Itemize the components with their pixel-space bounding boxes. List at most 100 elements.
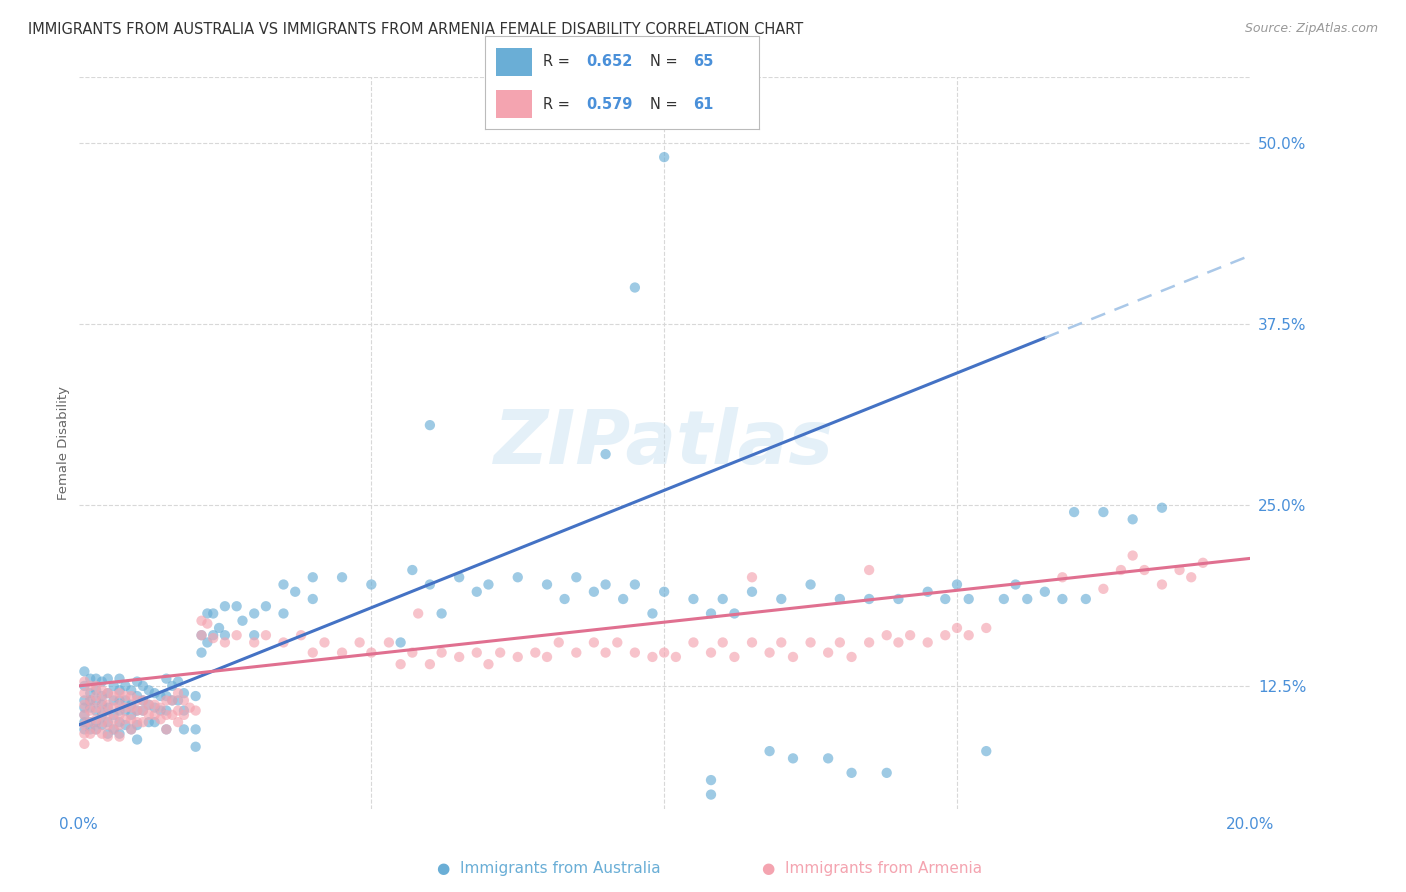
Point [682, 592, 704, 607]
Point [641, 607, 664, 621]
Point [173, 686, 195, 700]
Point [125, 718, 148, 732]
Point [160, 707, 183, 722]
Point [97, 698, 120, 712]
Point [103, 723, 125, 737]
Point [957, 628, 980, 642]
Point [202, 631, 225, 645]
Point [108, 730, 131, 744]
Point [84, 689, 107, 703]
Point [173, 704, 195, 718]
Point [155, 693, 177, 707]
Point [114, 700, 136, 714]
Point [214, 628, 236, 642]
Point [565, 570, 588, 584]
Point [97, 700, 120, 714]
Point [73, 718, 96, 732]
Point [84, 712, 107, 726]
Point [73, 737, 96, 751]
Point [652, 646, 675, 660]
Point [108, 683, 131, 698]
Point [79, 679, 101, 693]
Point [711, 592, 734, 607]
Point [73, 693, 96, 707]
Point [184, 689, 207, 703]
Text: R =: R = [543, 54, 574, 70]
Point [149, 704, 172, 718]
Point [758, 646, 780, 660]
Text: 0.652: 0.652 [586, 54, 633, 70]
Point [97, 718, 120, 732]
Point [225, 628, 247, 642]
Point [184, 723, 207, 737]
Point [430, 607, 453, 621]
Point [160, 693, 183, 707]
Point [595, 577, 617, 591]
Point [114, 689, 136, 703]
Point [243, 607, 266, 621]
Point [132, 704, 155, 718]
FancyBboxPatch shape [496, 48, 531, 76]
Point [595, 646, 617, 660]
Point [143, 698, 166, 712]
Point [1192, 556, 1215, 570]
Point [547, 635, 569, 649]
Point [108, 707, 131, 722]
Point [301, 646, 323, 660]
Point [73, 698, 96, 712]
Text: ●  Immigrants from Armenia: ● Immigrants from Armenia [762, 861, 981, 876]
Point [73, 723, 96, 737]
Text: 0.579: 0.579 [586, 96, 633, 112]
Point [254, 599, 277, 614]
Point [97, 715, 120, 730]
Point [155, 704, 177, 718]
Text: 61: 61 [693, 96, 714, 112]
Point [957, 592, 980, 607]
Point [301, 570, 323, 584]
Point [582, 584, 605, 599]
Point [173, 693, 195, 707]
Text: Source: ZipAtlas.com: Source: ZipAtlas.com [1244, 22, 1378, 36]
Point [682, 635, 704, 649]
Point [652, 150, 675, 164]
Point [254, 628, 277, 642]
Point [125, 689, 148, 703]
Point [103, 679, 125, 693]
Point [91, 683, 114, 698]
Text: R =: R = [543, 96, 574, 112]
Point [887, 635, 910, 649]
Point [1109, 563, 1132, 577]
Point [524, 646, 547, 660]
Point [120, 723, 142, 737]
Point [624, 577, 647, 591]
Point [167, 693, 190, 707]
Point [97, 672, 120, 686]
Point [828, 592, 851, 607]
Point [723, 607, 745, 621]
FancyBboxPatch shape [496, 90, 531, 118]
Point [114, 704, 136, 718]
Point [1074, 592, 1097, 607]
Point [125, 715, 148, 730]
Point [817, 646, 839, 660]
Point [120, 707, 142, 722]
Point [108, 704, 131, 718]
Point [314, 635, 336, 649]
Point [243, 628, 266, 642]
Point [606, 635, 628, 649]
Point [273, 577, 295, 591]
Point [917, 635, 939, 649]
Point [641, 649, 664, 664]
Point [132, 704, 155, 718]
Point [782, 751, 804, 765]
Text: 65: 65 [693, 54, 714, 70]
Point [782, 649, 804, 664]
Point [378, 635, 401, 649]
Point [477, 577, 499, 591]
Point [108, 715, 131, 730]
Point [330, 570, 353, 584]
Text: ●  Immigrants from Australia: ● Immigrants from Australia [436, 861, 661, 876]
Point [700, 773, 723, 788]
Point [149, 712, 172, 726]
Point [554, 592, 576, 607]
